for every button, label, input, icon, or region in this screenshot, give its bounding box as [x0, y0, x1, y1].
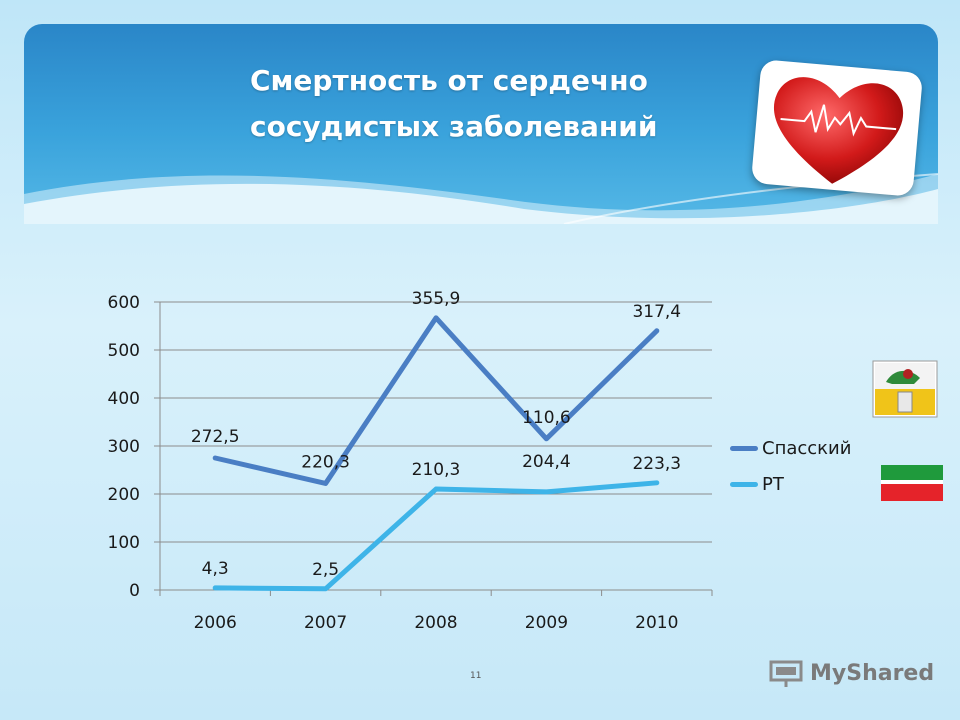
y-tick-label: 0	[129, 581, 140, 601]
data-label: 272,5	[191, 427, 240, 447]
x-tick-label: 2007	[304, 613, 347, 633]
data-label: 223,3	[632, 454, 681, 474]
x-tick-label: 2006	[194, 613, 237, 633]
data-label: 210,3	[412, 460, 461, 480]
chart-labels: 272,5 220,3 355,9 110,6 317,4 4,3 2,5 210,3 204,…	[191, 289, 681, 580]
tatarstan-flag-icon	[881, 465, 943, 501]
y-tick-label: 500	[108, 341, 140, 361]
heart-icon	[773, 77, 904, 184]
legend-item-rt: РТ	[730, 466, 851, 502]
title-line-2: сосудистых заболеваний	[250, 110, 658, 143]
y-tick-label: 100	[108, 533, 140, 553]
x-tick-label: 2010	[635, 613, 678, 633]
y-tick-label: 600	[108, 293, 140, 313]
data-label: 2,5	[312, 560, 339, 580]
coat-of-arms-icon	[872, 360, 938, 418]
x-tick-label: 2009	[525, 613, 568, 633]
y-tick-label: 200	[108, 485, 140, 505]
data-label: 204,4	[522, 452, 571, 472]
chart-axes: 0 100 200 300 400 500 600 2006 2007 2008 2009 2010	[108, 293, 713, 633]
title-line-1: Смертность от сердечно	[250, 64, 648, 97]
data-label: 317,4	[632, 302, 681, 322]
watermark: MyShared	[768, 658, 934, 688]
y-tick-label: 300	[108, 437, 140, 457]
presentation-icon	[769, 660, 803, 687]
data-label: 220,3	[301, 452, 350, 472]
legend-label: РТ	[762, 473, 784, 495]
legend-label: Спасский	[762, 437, 852, 459]
watermark-text: MyShared	[810, 660, 935, 686]
legend-swatch	[730, 481, 758, 487]
legend-item-spassky: Спасский	[730, 430, 851, 466]
data-label: 355,9	[412, 289, 461, 309]
data-label: 4,3	[202, 559, 229, 579]
series-line-spassky	[212, 315, 660, 486]
slide-title: Смертность от сердечно сосудистых заболе…	[250, 58, 720, 150]
chart-legend: Спасский РТ	[730, 430, 851, 502]
legend-swatch	[730, 445, 758, 451]
series-line-rt	[212, 480, 660, 592]
x-tick-label: 2008	[414, 613, 457, 633]
chart-series	[212, 315, 660, 592]
heart-image	[750, 59, 924, 197]
page-number: 11	[470, 671, 482, 681]
data-label: 110,6	[522, 408, 571, 428]
y-tick-label: 400	[108, 389, 140, 409]
